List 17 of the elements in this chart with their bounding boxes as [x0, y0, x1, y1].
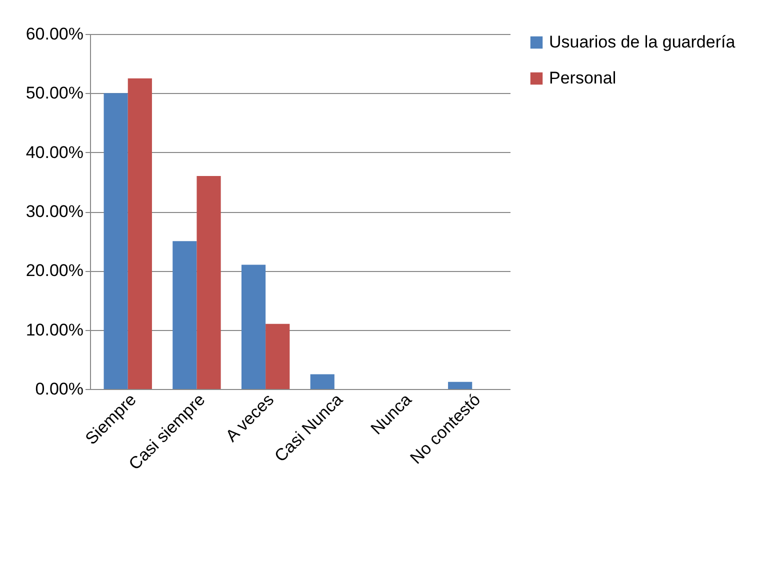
legend-label: Usuarios de la guardería: [549, 32, 736, 52]
y-tick-label: 10.00%: [26, 320, 84, 340]
bar: [128, 78, 152, 389]
y-tick-label: 30.00%: [26, 202, 84, 221]
bar: [196, 176, 221, 389]
y-tick-label: 20.00%: [26, 261, 84, 280]
bar: [266, 324, 290, 389]
y-tick-label: 60.00%: [26, 24, 84, 44]
bar: [104, 93, 128, 389]
y-tick-label: 50.00%: [26, 84, 84, 103]
bar: [241, 264, 266, 389]
bar: [448, 382, 472, 389]
y-tick-label: 40.00%: [26, 142, 84, 162]
y-tick-label: 0.00%: [35, 380, 84, 398]
bar: [172, 241, 197, 389]
legend-label: Personal: [549, 68, 616, 88]
bar: [310, 374, 334, 389]
